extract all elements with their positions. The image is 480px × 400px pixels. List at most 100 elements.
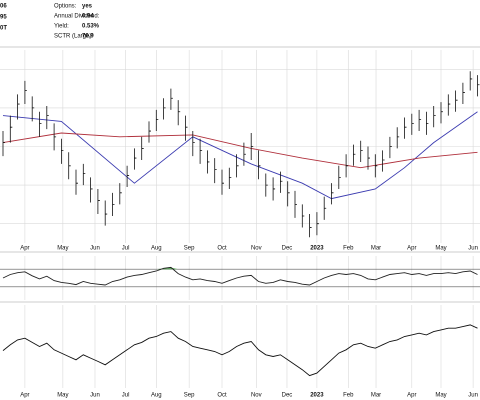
- price-bar: [294, 190, 297, 218]
- overbought-fill: [163, 267, 179, 270]
- x-tick-label: Mar: [371, 246, 381, 252]
- header-value: 0.53%: [82, 24, 100, 30]
- price-bar: [418, 109, 422, 132]
- indicator-line: [2, 266, 478, 286]
- price-bar: [199, 138, 203, 164]
- x-tick-label: Jun: [468, 246, 478, 252]
- x-tick-label: Apr: [20, 393, 29, 399]
- price-bar: [236, 154, 239, 178]
- x-tick-label: Oct: [217, 393, 227, 399]
- price-bar: [31, 96, 35, 122]
- price-bar: [9, 115, 13, 143]
- price-bar: [258, 150, 261, 180]
- price-bar: [141, 136, 144, 161]
- price-bar: [163, 98, 166, 120]
- x-tick-label: Apr: [20, 246, 29, 252]
- price-bar: [148, 121, 151, 143]
- price-bar: [287, 181, 290, 207]
- header-clipped: 06: [0, 4, 7, 10]
- x-tick-label: May: [435, 393, 446, 399]
- header-clipped: 95: [0, 15, 7, 21]
- header-label: SCTR (Large):: [54, 34, 93, 40]
- price-bar: [185, 115, 188, 141]
- price-bar: [228, 167, 232, 189]
- price-bar: [345, 154, 349, 178]
- x-tick-label: Nov: [251, 393, 262, 399]
- price-bar: [90, 177, 93, 203]
- x-tick-label: Mar: [371, 393, 381, 399]
- price-bar: [104, 200, 108, 226]
- price-bar: [389, 136, 392, 159]
- price-bar: [338, 165, 341, 189]
- price-bar: [214, 158, 217, 184]
- x-tick-label: 2023: [310, 393, 324, 399]
- price-bar: [360, 140, 363, 162]
- price-bar: [462, 82, 465, 105]
- price-bar: [112, 192, 115, 216]
- price-bar: [404, 117, 407, 139]
- price-bar: [367, 146, 370, 170]
- x-tick-label: Sep: [184, 246, 195, 252]
- indicator-line: [2, 324, 478, 377]
- price-bar: [433, 105, 436, 128]
- x-tick-label: Dec: [282, 246, 293, 252]
- price-bar: [301, 204, 305, 228]
- price-bar: [243, 142, 246, 166]
- price-bar: [134, 148, 137, 170]
- price-bar: [440, 102, 443, 124]
- price-bar: [24, 80, 27, 105]
- price-bar: [207, 150, 210, 174]
- price-bar: [46, 105, 49, 130]
- plot: 06 95 0T Options: yes Annual Dividend:0.94 Yie…: [0, 4, 480, 399]
- price-bar: [155, 109, 159, 132]
- header-label: Options:: [54, 4, 77, 10]
- header-label: Yield:: [54, 24, 69, 30]
- price-bar: [39, 111, 42, 137]
- price-bar: [323, 196, 327, 220]
- x-tick-label: May: [435, 246, 446, 252]
- x-tick-label: Jun: [468, 393, 478, 399]
- header-value: 0.94: [82, 14, 94, 20]
- x-tick-label: May: [57, 393, 68, 399]
- price-bar: [309, 214, 312, 238]
- x-tick-label: Feb: [343, 246, 354, 252]
- x-tick-label: Jul: [122, 393, 130, 399]
- price-bar: [455, 90, 458, 112]
- x-tick-label: Jul: [122, 246, 130, 252]
- price-bar: [177, 100, 181, 126]
- price-bar: [265, 173, 268, 197]
- price-bar: [426, 111, 429, 135]
- price-bar: [374, 154, 378, 178]
- price-bar: [2, 131, 5, 157]
- price-bar: [316, 212, 319, 236]
- x-tick-label: 2023: [310, 246, 324, 252]
- x-tick-label: May: [57, 246, 68, 252]
- price-bar: [272, 177, 276, 201]
- x-tick-label: Feb: [343, 393, 354, 399]
- price-bar: [119, 183, 122, 205]
- header-label: Annual Dividend:: [54, 14, 100, 20]
- price-bar: [396, 127, 400, 149]
- price-bar: [477, 75, 480, 97]
- price-bar: [353, 144, 356, 166]
- x-tick-label: Aug: [151, 393, 162, 399]
- x-tick-label: Nov: [251, 246, 262, 252]
- price-bar: [411, 113, 414, 135]
- price-bar: [68, 152, 71, 180]
- header-clipped: 0T: [0, 26, 7, 32]
- price-bar: [17, 94, 20, 120]
- price-bar: [192, 131, 195, 157]
- price-bar: [53, 123, 57, 151]
- price-bar: [75, 169, 78, 195]
- header-value: 70.9: [82, 34, 94, 40]
- x-tick-label: Jun: [90, 246, 100, 252]
- price-bar: [382, 150, 385, 172]
- x-tick-label: Aug: [151, 246, 162, 252]
- price-bar: [82, 163, 86, 186]
- x-tick-label: Dec: [282, 393, 293, 399]
- x-tick-label: Jun: [90, 393, 100, 399]
- header-value: yes: [82, 4, 93, 10]
- price-bar: [250, 132, 254, 161]
